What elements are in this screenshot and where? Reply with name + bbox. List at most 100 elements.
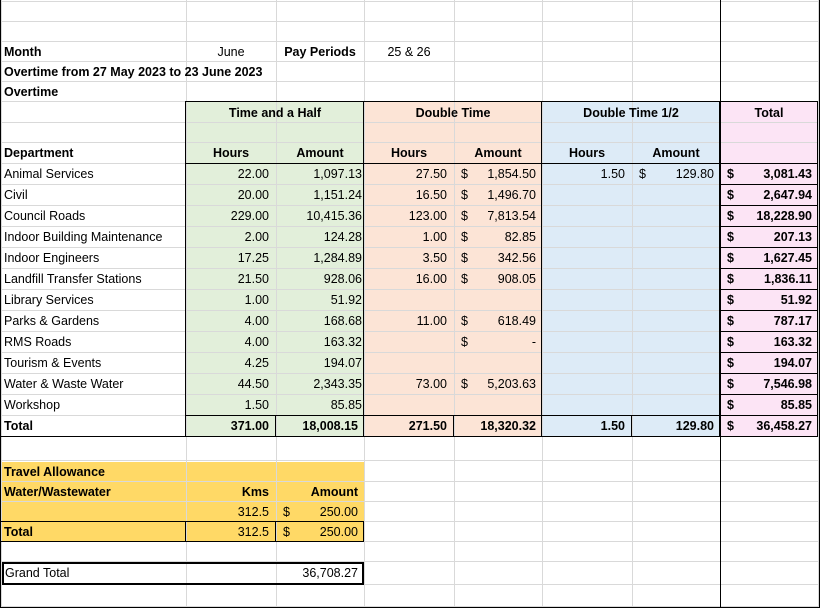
row-th-hours: 2.00 — [244, 230, 269, 244]
row-dt-cur: $ — [461, 314, 468, 328]
row-th-amount: 51.92 — [330, 293, 362, 307]
row-total: 1,627.45 — [763, 251, 812, 265]
row-dt-cur: $ — [461, 188, 468, 202]
gridline-h — [0, 21, 820, 22]
border-line — [2, 583, 364, 585]
gridline-h — [0, 247, 820, 248]
row-dt-hours: 16.00 — [415, 272, 447, 286]
border-line — [720, 331, 818, 332]
border-line — [363, 521, 364, 542]
row-dth-amount — [632, 395, 714, 415]
border-line — [631, 415, 632, 436]
row-dth-hours — [542, 248, 625, 268]
row-th-hours: 4.00 — [244, 335, 269, 349]
row-th-hours: 1.00 — [244, 293, 269, 307]
gridline-v — [818, 0, 819, 608]
border-line — [363, 101, 364, 437]
row-dth-amount — [632, 311, 714, 331]
border-line — [186, 163, 720, 164]
group-time-and-half: Time and a Half — [228, 106, 322, 120]
totals-total: 36,458.27 — [756, 419, 812, 433]
totals-th-amount: 18,008.15 — [302, 419, 358, 433]
gridline-h — [0, 481, 820, 482]
overtime-title: Overtime — [4, 85, 59, 99]
gridline-v — [1, 0, 2, 608]
row-total-currency: $ — [727, 314, 734, 328]
row-total-currency: $ — [727, 377, 734, 391]
row-dt-hours — [364, 332, 447, 352]
border-line — [720, 205, 818, 206]
gridline-h — [0, 352, 820, 353]
row-total-currency: $ — [727, 272, 734, 286]
row-th-amount: 928.06 — [323, 272, 362, 286]
gridline-h — [0, 460, 820, 461]
row-dt-hours: 73.00 — [415, 377, 447, 391]
border-line — [720, 310, 818, 311]
border-line — [0, 436, 720, 437]
row-dept: Council Roads — [4, 209, 86, 223]
row-th-amount: 163.32 — [323, 335, 362, 349]
row-total-currency: $ — [727, 230, 734, 244]
group-double-time: Double Time — [415, 106, 491, 120]
row-th-hours: 229.00 — [230, 209, 269, 223]
row-dt-hours: 27.50 — [415, 167, 447, 181]
row-total: 85.85 — [780, 398, 812, 412]
row-dt-hours: 1.00 — [422, 230, 447, 244]
pay-periods-value: 25 & 26 — [387, 45, 431, 59]
row-total-currency: $ — [727, 251, 734, 265]
border-line — [362, 562, 364, 585]
row-dth-amount — [632, 269, 714, 289]
row-dt-hours: 16.50 — [415, 188, 447, 202]
travel-total-kms: 312.5 — [237, 525, 269, 539]
row-total: 787.17 — [773, 314, 812, 328]
row-dept: Indoor Building Maintenance — [4, 230, 163, 244]
gridline-v — [364, 0, 365, 608]
row-th-hours: 1.50 — [244, 398, 269, 412]
row-th-amount: 1,097.13 — [313, 167, 362, 181]
department-header: Department — [4, 146, 74, 160]
travel-currency: $ — [283, 505, 290, 519]
row-dth-amount: 129.80 — [675, 167, 714, 181]
row-total: 7,546.98 — [763, 377, 812, 391]
row-dt-amount — [454, 290, 536, 310]
row-th-amount: 2,343.35 — [313, 377, 362, 391]
border-line — [720, 373, 818, 374]
row-dth-amount — [632, 332, 714, 352]
gridline-v — [276, 0, 277, 608]
row-th-amount: 10,415.36 — [306, 209, 362, 223]
row-total: 3,081.43 — [763, 167, 812, 181]
gridline-h — [0, 501, 820, 502]
grand-total-value: 36,708.27 — [302, 566, 358, 580]
border-line — [0, 541, 364, 542]
row-dth-cur: $ — [639, 167, 646, 181]
border-line — [2, 562, 364, 564]
dt-amount-header: Amount — [474, 146, 522, 160]
row-total: 18,228.90 — [756, 209, 812, 223]
row-dth-amount — [632, 290, 714, 310]
travel-kms-value: 312.5 — [237, 505, 269, 519]
gridline-v — [542, 0, 543, 608]
border-line — [0, 0, 1, 608]
row-dt-amount: 618.49 — [497, 314, 536, 328]
border-line — [186, 101, 720, 102]
gridline-h — [0, 142, 820, 143]
row-total-currency: $ — [727, 293, 734, 307]
row-dth-hours — [542, 395, 625, 415]
row-dt-hours: 11.00 — [416, 314, 447, 328]
row-dept: RMS Roads — [4, 335, 72, 349]
row-dt-cur: $ — [461, 209, 468, 223]
grand-total-label: Grand Total — [5, 566, 70, 580]
row-th-amount: 85.85 — [330, 398, 362, 412]
row-th-amount: 124.28 — [323, 230, 362, 244]
gridline-h — [0, 331, 820, 332]
gridline-h — [0, 184, 820, 185]
totals-th-hours: 371.00 — [230, 419, 269, 433]
travel-total-amount: 250.00 — [319, 525, 358, 539]
row-total: 194.07 — [773, 356, 812, 370]
travel-amount-header: Amount — [310, 485, 358, 499]
row-dth-amount — [632, 374, 714, 394]
row-total-currency: $ — [727, 335, 734, 349]
row-dt-cur: $ — [461, 335, 468, 349]
border-line — [720, 268, 818, 269]
row-dt-cur: $ — [461, 377, 468, 391]
